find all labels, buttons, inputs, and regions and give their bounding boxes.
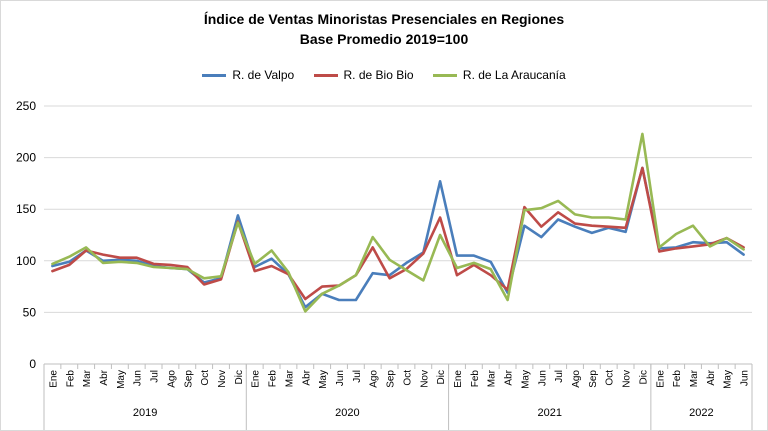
y-tick-label: 250 <box>16 99 36 113</box>
x-month-label: May <box>318 370 329 389</box>
x-month-label: Jul <box>554 370 565 383</box>
x-month-label: Abr <box>99 369 110 385</box>
x-month-label: May <box>723 370 734 389</box>
series-line-2 <box>51 166 745 301</box>
legend: R. de Valpo R. de Bio Bio R. de La Arauc… <box>0 68 768 82</box>
legend-swatch-valpo <box>202 74 227 78</box>
legend-swatch-biobio <box>313 74 338 78</box>
y-tick-label: 100 <box>16 254 36 268</box>
legend-label-biobio: R. de Bio Bio <box>343 68 414 82</box>
x-month-label: Mar <box>82 369 93 387</box>
y-tick-label: 150 <box>16 202 36 216</box>
x-month-label: Abr <box>504 369 515 385</box>
x-month-label: Abr <box>706 369 717 385</box>
legend-label-araucania: R. de La Araucanía <box>462 68 566 82</box>
legend-swatch-araucania <box>432 74 457 78</box>
x-month-label: Feb <box>268 370 279 388</box>
x-month-label: Oct <box>200 370 211 386</box>
x-month-label: May <box>520 370 531 389</box>
y-tick-label: 0 <box>29 357 36 371</box>
x-month-label: Mar <box>487 369 498 387</box>
x-month-label: Ene <box>48 370 59 388</box>
x-month-label: Ago <box>571 370 582 388</box>
legend-item-araucania: R. de La Araucanía <box>432 68 566 82</box>
x-month-label: Jul <box>352 370 363 383</box>
year-label: 2022 <box>689 407 713 419</box>
legend-label-valpo: R. de Valpo <box>232 68 295 82</box>
x-month-label: Nov <box>217 370 228 388</box>
x-month-label: May <box>116 370 127 389</box>
x-month-label: Ene <box>251 370 262 388</box>
y-tick-label: 50 <box>23 305 37 319</box>
x-month-label: Ene <box>655 370 666 388</box>
x-month-label: Sep <box>386 370 397 388</box>
x-month-label: Ene <box>453 370 464 388</box>
x-month-label: Oct <box>605 370 616 386</box>
x-month-label: Abr <box>301 369 312 385</box>
x-month-label: Mar <box>689 369 700 387</box>
year-label: 2021 <box>537 407 561 419</box>
x-month-label: Nov <box>419 370 430 388</box>
x-month-label: Dic <box>638 370 649 384</box>
x-month-label: Mar <box>284 369 295 387</box>
y-tick-label: 200 <box>16 151 36 165</box>
year-label: 2019 <box>133 407 157 419</box>
x-month-label: Feb <box>672 370 683 388</box>
chart-title: Índice de Ventas Minoristas Presenciales… <box>203 11 565 27</box>
x-month-label: Jun <box>133 370 144 386</box>
x-month-label: Dic <box>436 370 447 384</box>
x-month-label: Jun <box>335 370 346 386</box>
series-line-1 <box>51 166 745 309</box>
x-month-label: Ago <box>166 370 177 388</box>
chart-subtitle: Base Promedio 2019=100 <box>299 31 469 47</box>
x-month-label: Feb <box>470 370 481 388</box>
x-month-label: Jun <box>740 370 751 386</box>
x-month-label: Feb <box>65 370 76 388</box>
x-month-label: Sep <box>588 370 599 388</box>
x-month-label: Oct <box>402 370 413 386</box>
x-month-label: Ago <box>369 370 380 388</box>
year-label: 2020 <box>335 407 359 419</box>
x-month-label: Dic <box>234 370 245 384</box>
legend-item-biobio: R. de Bio Bio <box>313 68 414 82</box>
x-month-label: Sep <box>183 370 194 388</box>
x-month-label: Nov <box>622 370 633 388</box>
series-line-3 <box>51 132 745 313</box>
x-month-label: Jun <box>537 370 548 386</box>
x-month-label: Jul <box>150 370 161 383</box>
legend-item-valpo: R. de Valpo <box>202 68 294 82</box>
